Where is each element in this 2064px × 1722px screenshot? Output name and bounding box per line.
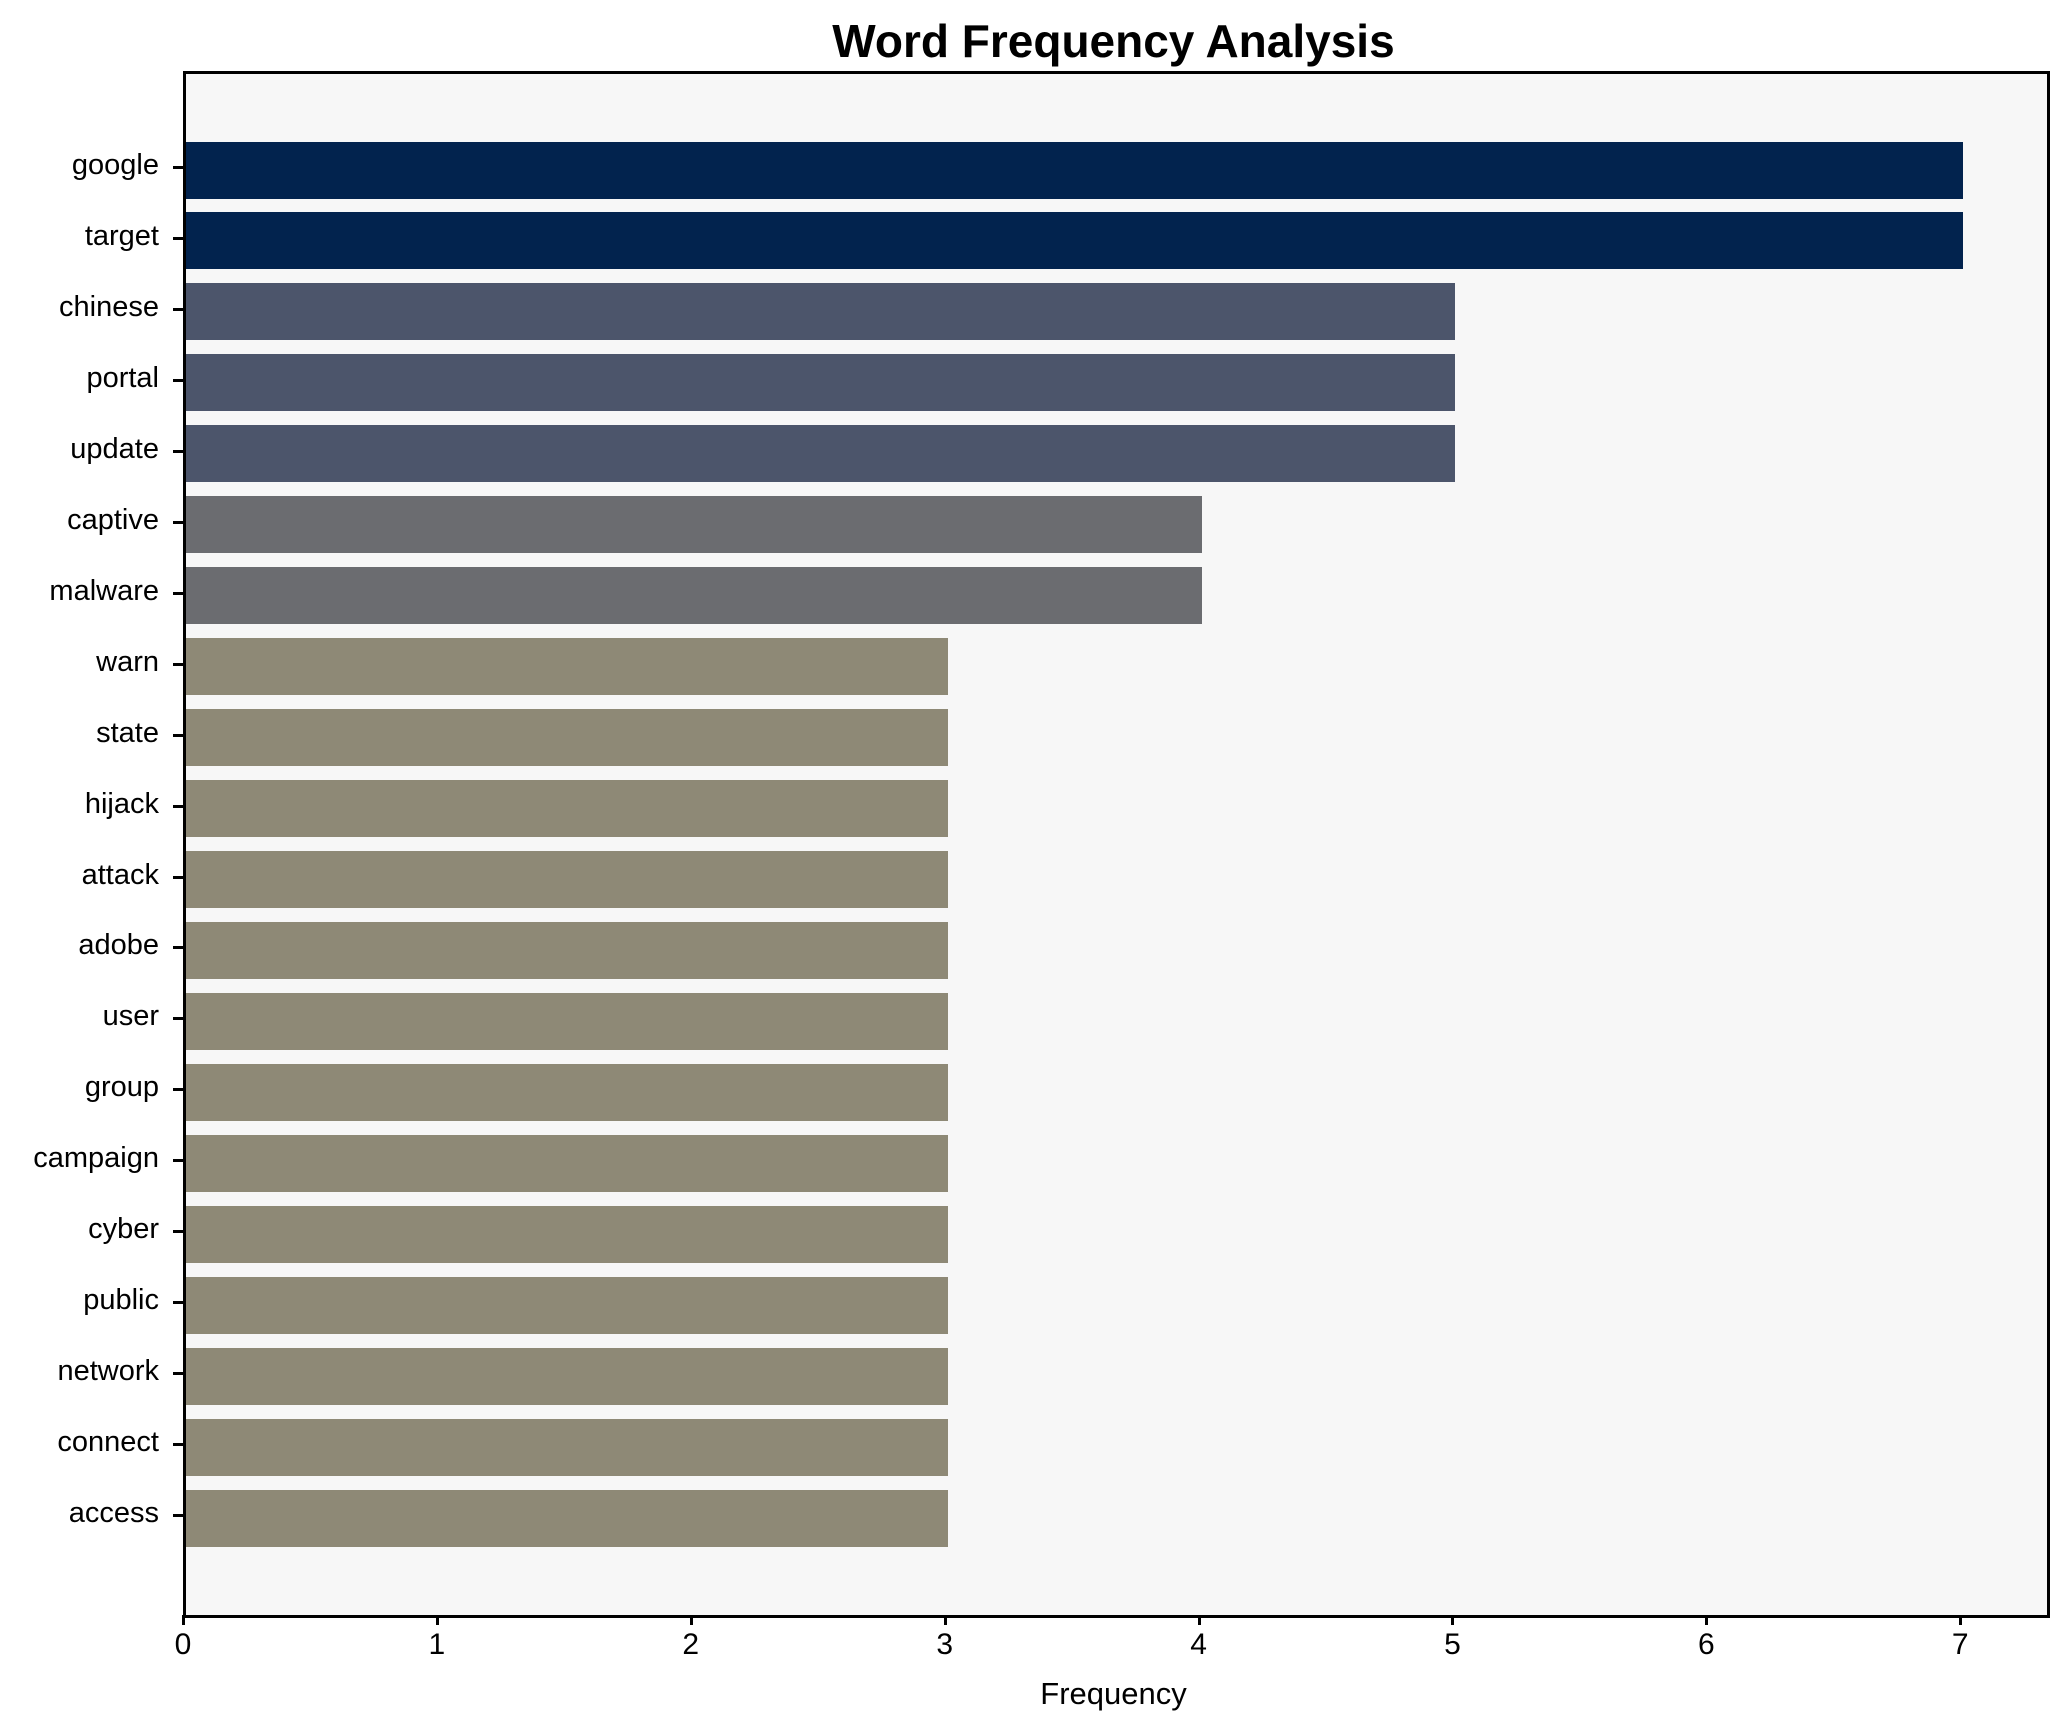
y-tick-mark xyxy=(173,733,183,737)
y-tick-label-adobe: adobe xyxy=(78,929,159,962)
y-tick-label-chinese: chinese xyxy=(59,290,159,323)
bar-malware xyxy=(186,567,1202,625)
bar-attack xyxy=(186,851,948,908)
y-tick-label-attack: attack xyxy=(81,858,159,891)
bar-network xyxy=(186,1347,948,1405)
x-tick-mark xyxy=(1451,1615,1455,1625)
y-tick-mark xyxy=(173,1372,183,1376)
bar-public xyxy=(186,1276,948,1334)
y-tick-mark xyxy=(173,1017,183,1021)
bar-user xyxy=(186,992,948,1050)
y-tick-label-captive: captive xyxy=(67,503,159,536)
y-tick-mark xyxy=(173,946,183,950)
x-tick-mark xyxy=(435,1615,439,1625)
y-tick-mark xyxy=(173,1514,183,1518)
x-tick-mark xyxy=(182,1615,185,1625)
y-tick-label-campaign: campaign xyxy=(33,1142,159,1175)
y-tick-mark xyxy=(173,1230,183,1234)
x-tick-label-6: 6 xyxy=(1697,1628,1715,1661)
y-tick-label-user: user xyxy=(102,1000,159,1033)
x-tick-label-4: 4 xyxy=(1190,1628,1207,1661)
y-tick-mark xyxy=(173,662,183,666)
bar-target xyxy=(186,212,1964,270)
y-tick-label-network: network xyxy=(57,1355,159,1388)
x-tick-mark xyxy=(943,1615,947,1625)
chart-title: Word Frequency Analysis xyxy=(832,15,1395,67)
x-tick-label-7: 7 xyxy=(1951,1628,1969,1661)
y-tick-mark xyxy=(173,449,183,453)
bar-captive xyxy=(186,496,1202,554)
x-tick-label-2: 2 xyxy=(682,1628,700,1661)
bar-update xyxy=(186,425,1456,483)
y-tick-mark xyxy=(173,166,183,169)
y-tick-label-warn: warn xyxy=(96,645,159,678)
y-tick-label-public: public xyxy=(83,1284,159,1317)
y-tick-mark xyxy=(173,875,183,879)
y-tick-mark xyxy=(173,236,183,240)
x-axis-title: Frequency xyxy=(1040,1676,1187,1711)
y-tick-mark xyxy=(173,1443,183,1447)
y-tick-label-google: google xyxy=(71,149,159,181)
y-tick-label-cyber: cyber xyxy=(88,1213,159,1246)
bar-connect xyxy=(186,1418,948,1476)
y-tick-label-connect: connect xyxy=(57,1426,159,1459)
y-tick-mark xyxy=(173,520,183,524)
x-tick-label-3: 3 xyxy=(936,1628,953,1661)
y-tick-mark xyxy=(173,804,183,808)
y-tick-label-state: state xyxy=(96,716,159,749)
y-tick-mark xyxy=(173,591,183,595)
y-tick-label-group: group xyxy=(84,1071,159,1104)
x-tick-label-1: 1 xyxy=(428,1628,446,1661)
x-tick-mark xyxy=(689,1615,693,1625)
bar-cyber xyxy=(186,1205,948,1263)
bar-chinese xyxy=(186,283,1456,341)
bar-warn xyxy=(186,638,948,696)
x-tick-mark xyxy=(1197,1615,1201,1625)
bar-access xyxy=(186,1489,948,1547)
bar-group xyxy=(186,1063,948,1121)
bar-google xyxy=(186,141,1964,199)
bar-campaign xyxy=(186,1134,948,1192)
x-tick-label-5: 5 xyxy=(1444,1628,1461,1661)
bar-state xyxy=(186,709,948,767)
x-tick-mark xyxy=(1959,1615,1963,1625)
y-tick-mark xyxy=(173,1088,183,1092)
y-tick-mark xyxy=(173,378,183,382)
x-tick-label-0: 0 xyxy=(174,1628,192,1661)
y-tick-label-hijack: hijack xyxy=(84,787,159,820)
bar-adobe xyxy=(186,921,948,979)
y-tick-label-update: update xyxy=(70,432,159,465)
y-tick-mark xyxy=(173,1159,183,1163)
bar-portal xyxy=(186,354,1456,412)
y-tick-label-access: access xyxy=(68,1497,159,1530)
y-tick-label-malware: malware xyxy=(49,574,159,607)
plot-area xyxy=(183,71,2050,1618)
bar-hijack xyxy=(186,780,948,838)
y-tick-label-target: target xyxy=(84,219,159,252)
x-tick-mark xyxy=(1705,1615,1709,1625)
y-tick-mark xyxy=(173,307,183,311)
y-tick-label-portal: portal xyxy=(86,361,159,394)
y-tick-mark xyxy=(173,1301,183,1305)
